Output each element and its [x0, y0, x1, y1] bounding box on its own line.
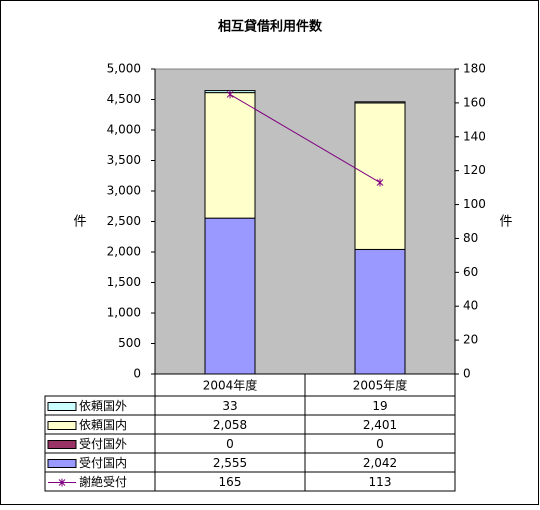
- legend-key: [47, 421, 77, 430]
- table-value: 0: [376, 437, 384, 451]
- table-value: 2,555: [213, 456, 247, 470]
- y2-axis-label: 件: [499, 215, 512, 230]
- y2-tick-label: 20: [463, 333, 478, 347]
- legend-key: [47, 402, 77, 411]
- table-value: 19: [372, 399, 387, 413]
- y-tick-label: 3,500: [107, 153, 141, 167]
- plot-area: [154, 68, 456, 375]
- bar-segment: [204, 217, 256, 375]
- legend-key: [47, 440, 77, 449]
- y2-tick-label: 140: [463, 129, 486, 143]
- legend-label: 依頼国内: [79, 417, 127, 432]
- table-value: 165: [219, 475, 242, 489]
- table-value: 2,401: [363, 418, 397, 432]
- y2-tick-label: 0: [463, 367, 471, 381]
- y2-tick-label: 40: [463, 299, 478, 313]
- y-tick-label: 1,500: [107, 275, 141, 289]
- chart-title: 相互貸借利用件数: [218, 19, 323, 35]
- line-marker: [376, 178, 384, 187]
- bar-segment: [354, 101, 406, 104]
- bar-segment: [354, 102, 406, 250]
- y2-tick-label: 100: [463, 197, 486, 211]
- legend-label: 受付国内: [79, 456, 127, 470]
- line-marker: [226, 90, 234, 99]
- y2-tick-label: 180: [463, 62, 486, 76]
- y2-tick-label: 60: [463, 265, 478, 279]
- legend-key-marker: [58, 478, 66, 487]
- line: [229, 93, 381, 183]
- legend-key: [47, 459, 77, 468]
- table-value: 2,058: [213, 418, 247, 432]
- y-tick-label: 500: [118, 336, 141, 350]
- y-tick-label: 1,000: [107, 306, 141, 320]
- x-tick-label: 2004年度: [203, 378, 258, 393]
- y2-tick-label: 160: [463, 95, 486, 109]
- table-value: 33: [222, 399, 237, 413]
- y-tick-label: 0: [133, 367, 141, 381]
- bar-segment: [354, 248, 406, 375]
- y-tick-label: 3,000: [107, 184, 141, 198]
- y-tick-label: 4,000: [107, 123, 141, 137]
- y-tick-label: 4,500: [107, 92, 141, 106]
- table-value: 2,042: [363, 456, 397, 470]
- y2-tick-label: 80: [463, 231, 478, 245]
- y2-tick-label: 120: [463, 163, 486, 177]
- legend-label: 依頼国外: [79, 398, 127, 413]
- table-value: 0: [226, 437, 234, 451]
- y-tick-label: 2,500: [107, 214, 141, 228]
- table-value: 113: [369, 475, 392, 489]
- legend-label: 受付国外: [79, 437, 127, 451]
- bar-segment: [204, 92, 256, 219]
- x-tick-label: 2005年度: [353, 378, 408, 393]
- y-tick-label: 5,000: [107, 62, 141, 76]
- y-tick-label: 2,000: [107, 245, 141, 259]
- legend-label: 謝絶受付: [79, 474, 127, 489]
- y-axis-label: 件: [73, 215, 86, 230]
